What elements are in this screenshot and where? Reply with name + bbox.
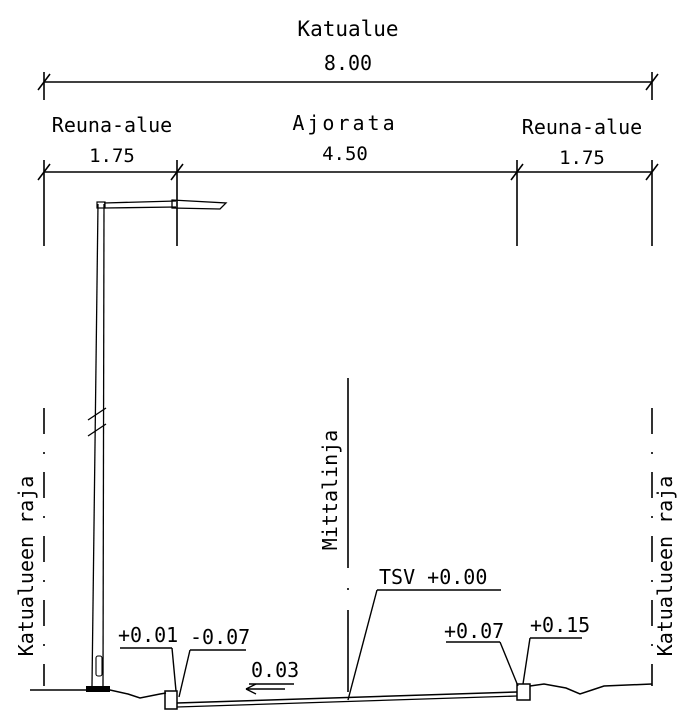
zone-dimension xyxy=(37,160,659,246)
zone-name-left: Reuna-alue xyxy=(52,113,172,137)
carriageway-surface-top xyxy=(176,691,518,704)
elevation-tsv: TSV +0.00 xyxy=(379,565,487,589)
elevation-left-outer-leader xyxy=(171,647,177,692)
pole-right-edge xyxy=(102,203,105,687)
carriageway-surface-bottom xyxy=(176,695,518,708)
pole-break-2 xyxy=(87,423,107,437)
boundary-lines: Katualueen raja Katualueen raja xyxy=(14,408,677,686)
elevation-labels: TSV +0.00 +0.01 -0.07 +0.07 +0.15 xyxy=(118,565,590,701)
zone-name-carriageway: Ajorata xyxy=(292,111,397,135)
elevation-right-inner-leader xyxy=(499,641,519,687)
elevation-tsv-leader xyxy=(347,589,378,701)
curb-right xyxy=(516,683,531,701)
street-area-width: 8.00 xyxy=(324,51,372,75)
road-profile xyxy=(30,683,653,710)
cross-slope: 0.03 xyxy=(245,658,299,695)
zone-width-carriageway: 4.50 xyxy=(322,143,368,165)
pole-hatch xyxy=(95,655,103,677)
boundary-label-right: Katualueen raja xyxy=(653,476,677,657)
zone-width-right: 1.75 xyxy=(559,147,605,169)
centerline-label: Mittalinja xyxy=(318,430,342,550)
cross-slope-arrow-icon xyxy=(245,683,257,695)
pole-left-edge xyxy=(91,203,99,687)
lamp-arm-top xyxy=(103,200,177,204)
pole-break-1 xyxy=(87,407,107,421)
elevation-right-outer: +0.15 xyxy=(530,613,590,637)
total-dimension: Katualue 8.00 xyxy=(37,17,659,100)
pole-foundation xyxy=(86,686,110,692)
elevation-right-outer-leader xyxy=(522,637,531,685)
cross-slope-value: 0.03 xyxy=(251,658,299,682)
elevation-right-inner: +0.07 xyxy=(444,619,504,643)
lamp-arm-bottom xyxy=(103,206,177,209)
elevation-left-inner-leader xyxy=(178,649,191,698)
zone-labels: Reuna-alue 1.75 Ajorata 4.50 Reuna-alue … xyxy=(52,111,642,169)
street-area-title: Katualue xyxy=(297,17,398,41)
lamp-head xyxy=(171,199,228,210)
ground-right xyxy=(529,683,653,695)
pole-top-cap xyxy=(96,201,106,209)
zone-name-right: Reuna-alue xyxy=(522,115,642,139)
ground-left xyxy=(30,689,167,699)
elevation-left-inner: -0.07 xyxy=(190,625,250,649)
street-light xyxy=(86,199,228,692)
curb-left xyxy=(164,690,178,710)
zone-width-left: 1.75 xyxy=(89,145,135,167)
centerline: Mittalinja xyxy=(318,378,349,692)
boundary-label-left: Katualueen raja xyxy=(14,476,38,657)
elevation-left-outer: +0.01 xyxy=(118,623,178,647)
